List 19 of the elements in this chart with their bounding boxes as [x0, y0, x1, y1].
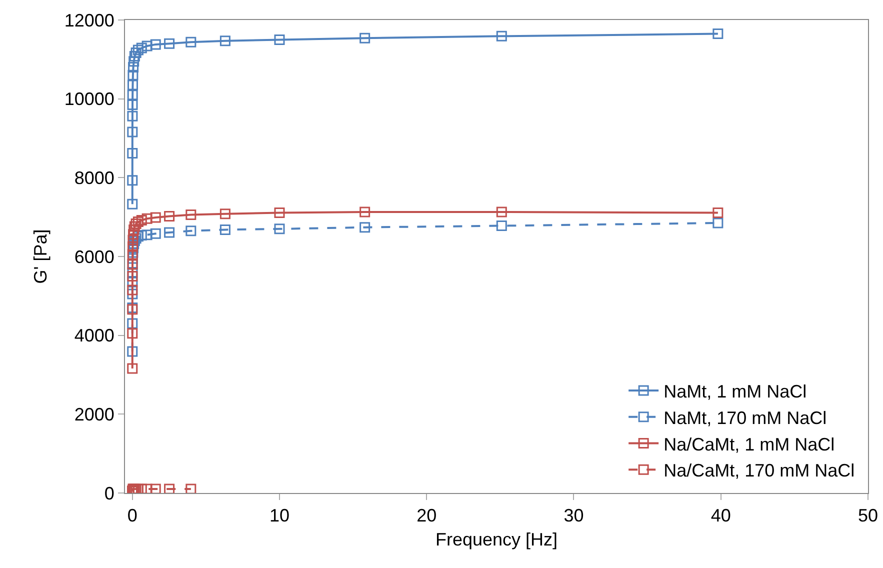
x-tick-label: 10 — [269, 506, 290, 526]
y-tick-label: 2000 — [74, 404, 114, 424]
y-tick-label: 0 — [104, 483, 114, 504]
y-tick-label: 10000 — [64, 89, 114, 110]
y-axis-title: G' [Pa] — [30, 229, 51, 284]
legend-label: NaMt, 170 mM NaCl — [664, 408, 827, 428]
x-axis-title: Frequency [Hz] — [435, 530, 558, 550]
y-tick-label: 12000 — [64, 10, 114, 30]
legend-label: Na/CaMt, 170 mM NaCl — [664, 460, 855, 481]
legend-label: Na/CaMt, 1 mM NaCl — [664, 434, 835, 454]
x-tick-label: 50 — [858, 506, 878, 526]
legend-label: NaMt, 1 mM NaCl — [664, 381, 807, 402]
y-tick-label: 6000 — [74, 246, 114, 267]
y-tick-label: 4000 — [74, 326, 114, 346]
y-tick-label: 8000 — [74, 168, 114, 188]
x-tick-label: 30 — [564, 506, 584, 526]
x-tick-label: 0 — [127, 506, 138, 526]
x-tick-label: 40 — [710, 506, 731, 526]
x-tick-label: 20 — [416, 506, 437, 526]
